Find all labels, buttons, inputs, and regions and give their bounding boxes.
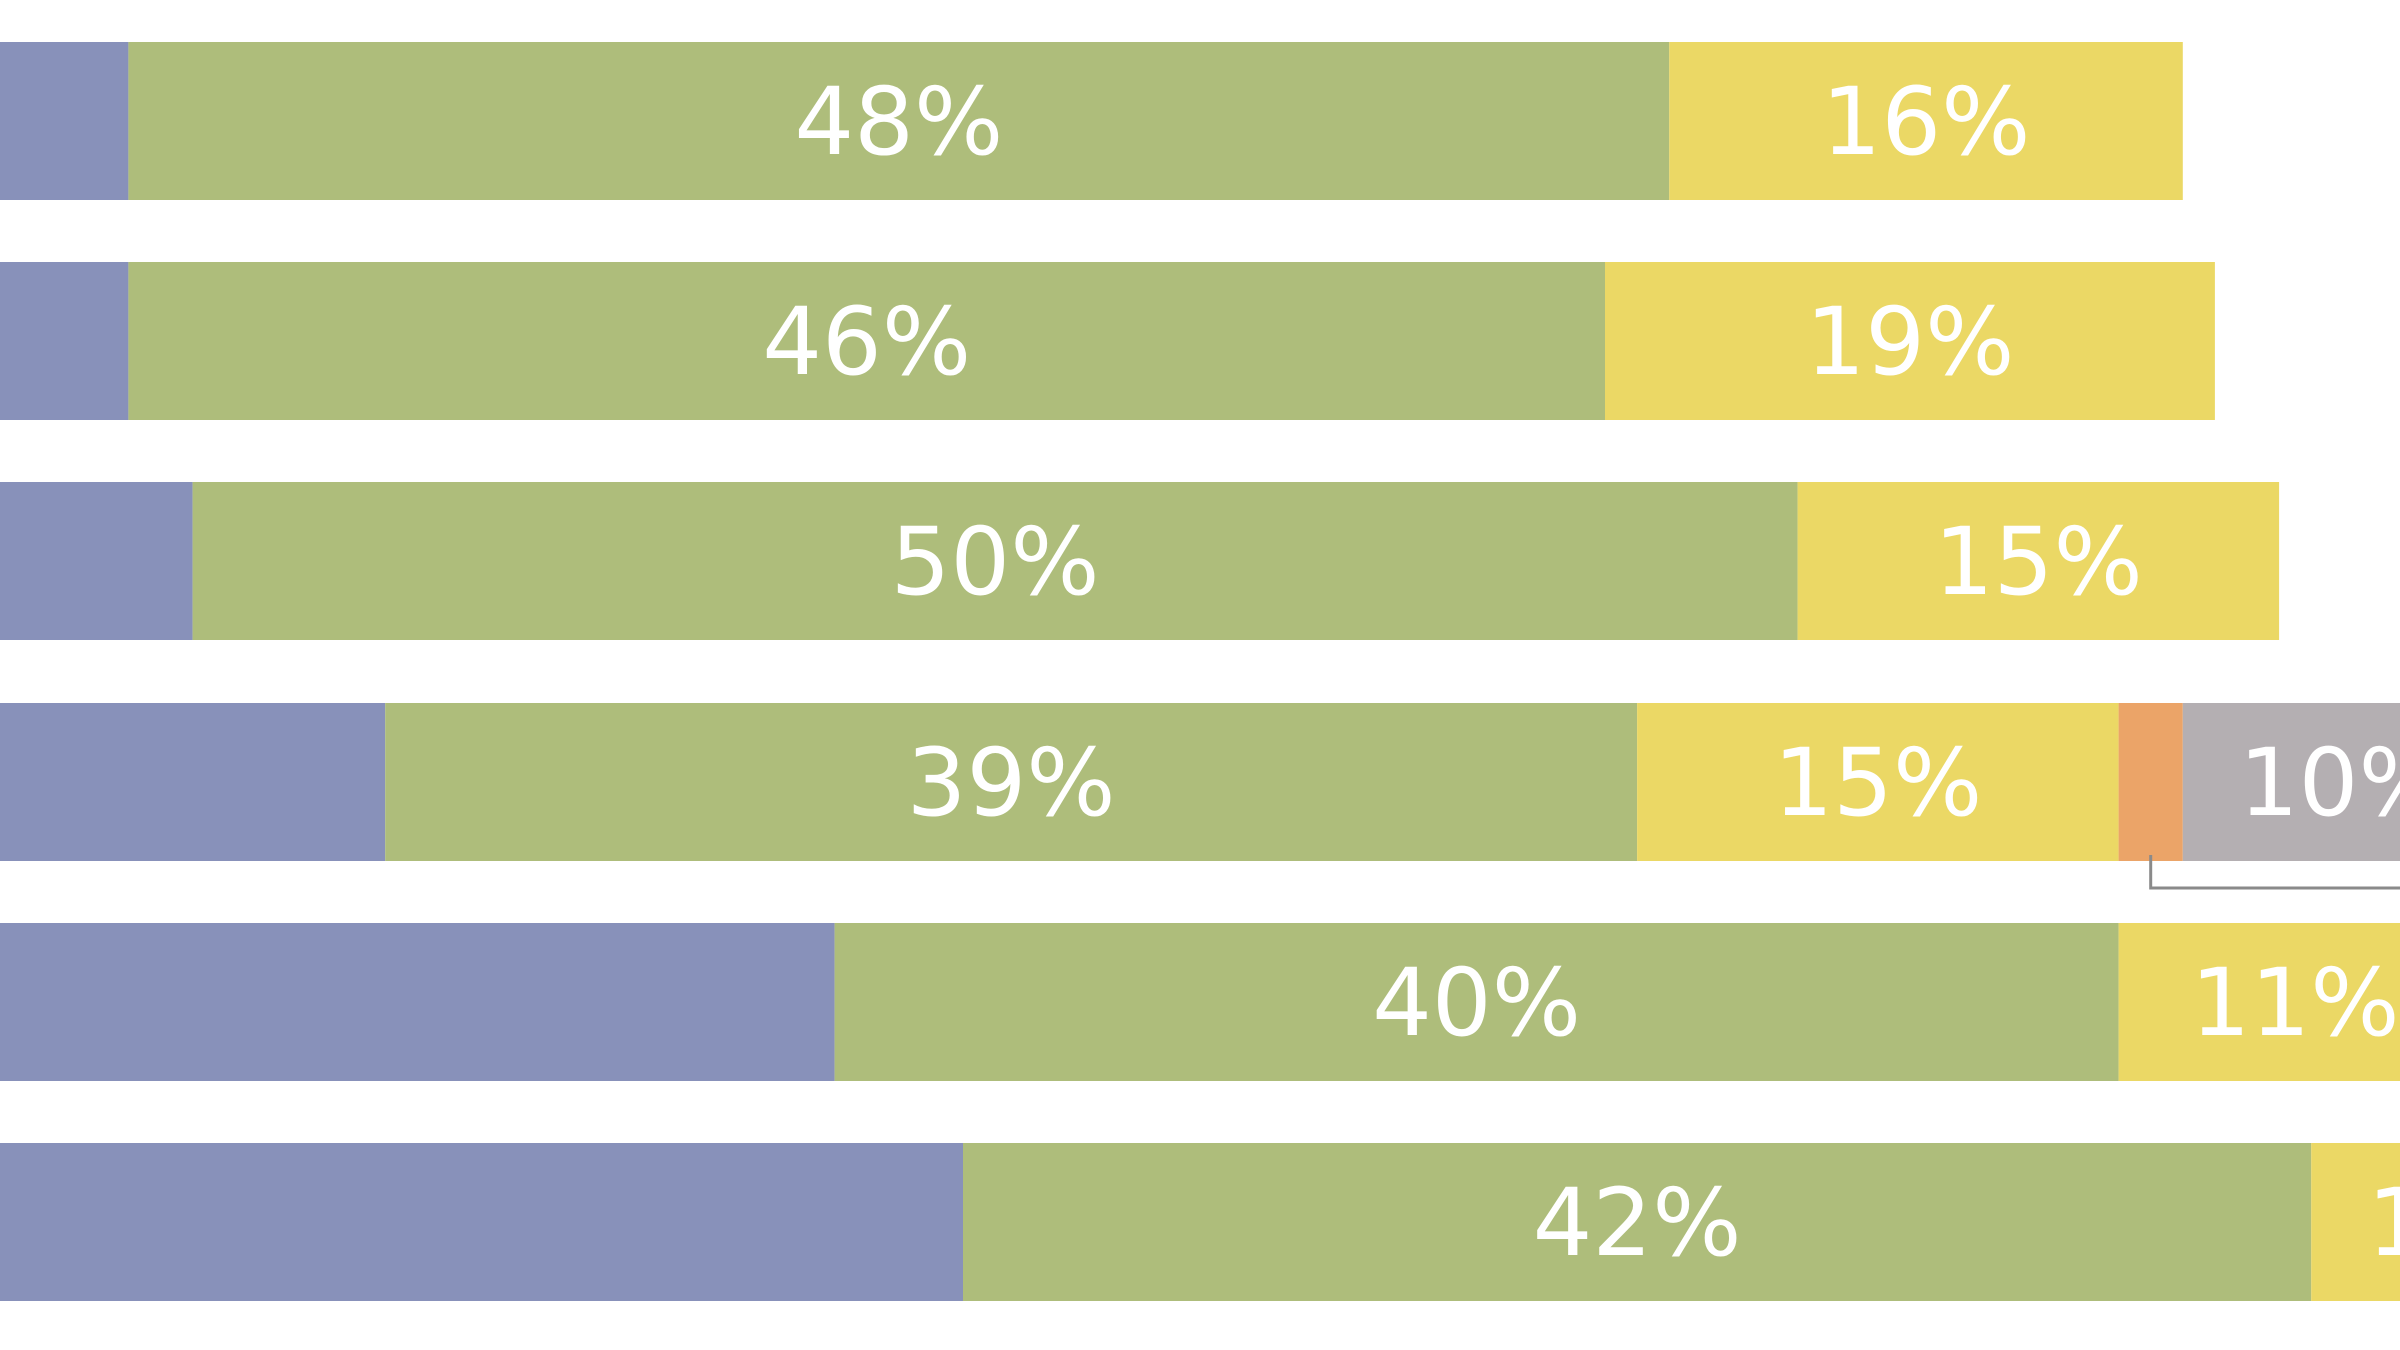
data-label: 42% xyxy=(1533,1169,1742,1278)
bar-segment xyxy=(2311,1143,2400,1301)
data-label: 40% xyxy=(1372,949,1581,1058)
data-label: 48% xyxy=(794,68,1003,177)
bar-segment xyxy=(0,923,835,1081)
connector-line xyxy=(2149,855,2400,890)
data-label: 11% xyxy=(2191,949,2400,1058)
data-label: 19% xyxy=(1805,288,2014,397)
data-label: 39% xyxy=(907,729,1116,838)
bar-segment xyxy=(0,482,193,640)
bar-row-1: 48% 16% xyxy=(0,42,2183,200)
data-label: 10% xyxy=(2239,729,2400,838)
bar-segment xyxy=(0,262,129,420)
data-label: 10% xyxy=(2367,1169,2400,1278)
data-label: 46% xyxy=(762,288,971,397)
bar-segment xyxy=(1797,482,2280,640)
data-label: 15% xyxy=(1773,729,1982,838)
bar-row-3: 50% 15% xyxy=(0,482,2280,640)
bar-segment xyxy=(192,482,1798,640)
data-label: 15% xyxy=(1934,508,2143,617)
bar-segment xyxy=(0,42,129,200)
bar-segment xyxy=(1669,42,2183,200)
bar-row-5: 40% 11% xyxy=(0,923,2400,1081)
bar-segment xyxy=(0,1143,963,1301)
data-label: 16% xyxy=(1822,68,2031,177)
bar-segment xyxy=(385,703,1638,861)
bar-segment xyxy=(2118,703,2183,861)
bar-row-4: 39% 15% 10% xyxy=(0,703,2400,861)
bar-row-6: 42% 10% xyxy=(0,1143,2400,1301)
bar-segment xyxy=(1605,262,2215,420)
bar-segment xyxy=(834,923,2119,1081)
bar-segment xyxy=(128,262,1605,420)
bar-segment xyxy=(1637,703,2119,861)
bar-segment xyxy=(0,703,386,861)
bar-row-2: 46% 19% xyxy=(0,262,2215,420)
bar-segment xyxy=(2182,703,2400,861)
bar-segment xyxy=(128,42,1670,200)
data-label: 50% xyxy=(891,508,1100,617)
bar-segment xyxy=(2118,923,2400,1081)
bar-segment xyxy=(963,1143,2312,1301)
